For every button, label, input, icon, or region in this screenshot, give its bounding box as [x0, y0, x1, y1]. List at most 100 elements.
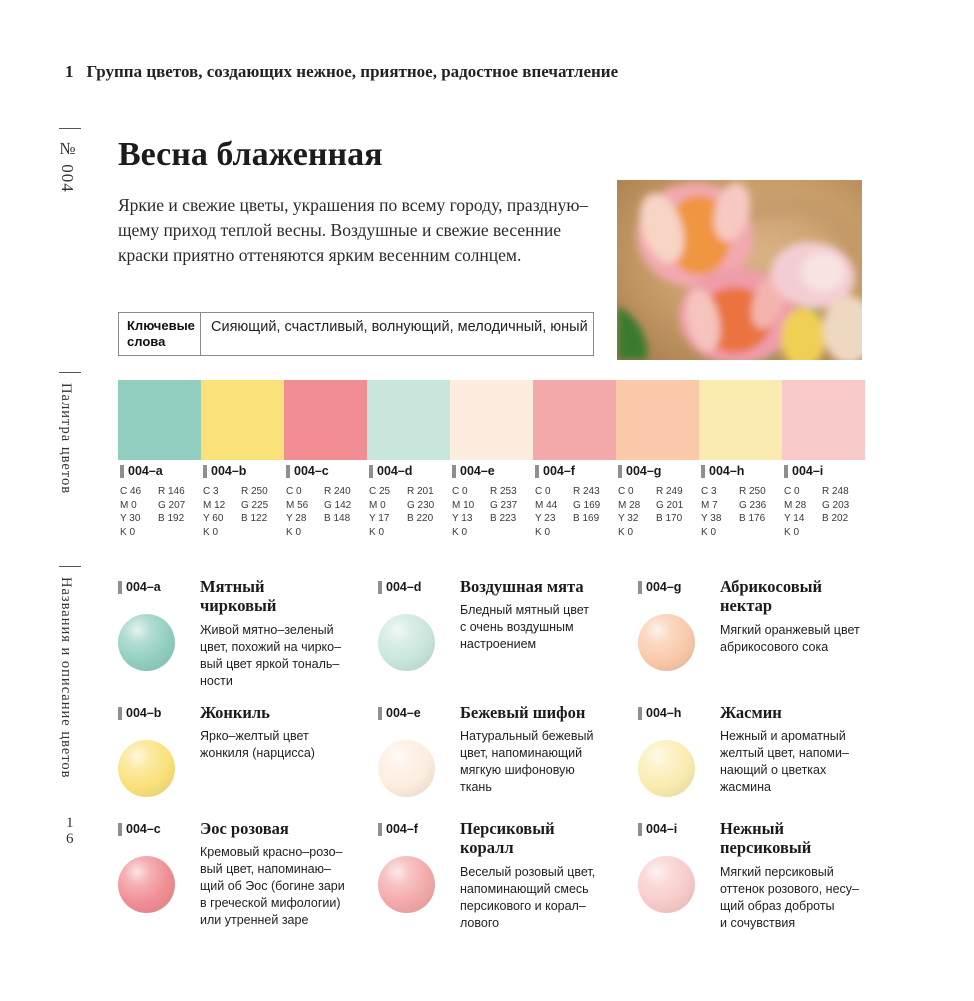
- swatch-spec: 004–e C 0 M 10 Y 13 K 0 R 253 G 237 B 223: [452, 464, 533, 539]
- cmyk-k: K 0: [286, 526, 302, 538]
- cmyk-y: Y 32: [618, 513, 639, 524]
- keywords-box: Ключевые слова Сияющий, счастливый, волн…: [118, 312, 594, 356]
- color-entry: 004–i Нежный персиковый Мягкий персиковы…: [638, 819, 882, 930]
- color-sphere: [638, 740, 695, 797]
- sidebar-names: Названия и описание цветов: [57, 566, 81, 779]
- label-bar-icon: [286, 464, 290, 478]
- entry-id: 004–a: [126, 580, 161, 594]
- cmyk-c: C 25: [369, 486, 391, 497]
- swatch-spec: 004–h C 3 M 7 Y 38 K 0 R 250 G 236 B 176: [701, 464, 782, 539]
- cmyk-k: K 0: [618, 526, 634, 538]
- cmyk-m: M 10: [452, 499, 475, 511]
- swatch-id: 004–d: [377, 464, 413, 478]
- color-description: Нежный и ароматный желтый цвет, напоми– …: [720, 729, 849, 795]
- label-bar-icon: [784, 464, 788, 478]
- color-descriptions: 004–a Мятный чирковый Живой мятно–зелены…: [118, 577, 865, 960]
- color-swatch: [699, 380, 782, 460]
- rgb-g: G 203: [822, 499, 850, 511]
- color-swatch: [533, 380, 616, 460]
- color-entry: 004–c Эос розовая Кремовый красно–розо– …: [118, 819, 362, 927]
- rgb-g: G 237: [490, 499, 518, 511]
- rgb-b: B 202: [822, 513, 849, 524]
- rgb-r: R 250: [241, 486, 268, 497]
- color-name: Нежный персиковый: [720, 819, 812, 858]
- label-bar-icon: [618, 464, 622, 478]
- color-swatch: [782, 380, 865, 460]
- palette-intro: Яркие и свежие цветы, украшения по всему…: [118, 195, 589, 265]
- color-description: Ярко–желтый цвет жонкиля (нарцисса): [200, 729, 315, 761]
- entry-id: 004–h: [646, 706, 682, 720]
- label-bar-icon: [701, 464, 705, 478]
- color-name: Мятный чирковый: [200, 577, 277, 616]
- cmyk-c: C 46: [120, 486, 142, 497]
- cmyk-y: Y 13: [452, 513, 473, 524]
- page-number: 16: [66, 815, 74, 847]
- swatch-spec: 004–i C 0 M 28 Y 14 K 0 R 248 G 203 B 202: [784, 464, 865, 539]
- cmyk-c: C 0: [535, 486, 551, 497]
- color-sphere: [638, 856, 695, 913]
- cmyk-c: C 0: [784, 486, 800, 497]
- entry-id: 004–e: [386, 706, 421, 720]
- rgb-b: B 169: [573, 513, 600, 524]
- color-name: Персиковый коралл: [460, 819, 555, 858]
- cmyk-c: C 0: [618, 486, 634, 497]
- color-description: Мягкий оранжевый цвет абрикосового сока: [720, 622, 860, 654]
- label-bar-icon: [378, 706, 382, 720]
- rgb-r: R 250: [739, 486, 766, 497]
- entry-id: 004–f: [386, 822, 418, 836]
- swatch-spec: 004–a C 46 M 0 Y 30 K 0 R 146 G 207 B 192: [120, 464, 201, 539]
- color-entry: 004–g Абрикосовый нектар Мягкий оранжевы…: [638, 577, 882, 671]
- cmyk-m: M 44: [535, 499, 558, 511]
- entry-id: 004–g: [646, 580, 682, 594]
- swatch-spec: 004–g C 0 M 28 Y 32 K 0 R 249 G 201 B 170: [618, 464, 699, 539]
- color-description: Кремовый красно–розо– вый цвет, напомина…: [200, 845, 345, 928]
- palette-title: Весна блаженная: [118, 136, 383, 173]
- swatch-spec: 004–c C 0 M 56 Y 28 K 0 R 240 G 142 B 148: [286, 464, 367, 539]
- color-swatch: [284, 380, 367, 460]
- swatch-spec: 004–f C 0 M 44 Y 23 K 0 R 243 G 169 B 169: [535, 464, 616, 539]
- margin-tick: [59, 128, 81, 129]
- keywords-label: Ключевые слова: [119, 313, 201, 355]
- swatch-id: 004–g: [626, 464, 662, 478]
- cmyk-k: K 0: [203, 526, 219, 538]
- label-bar-icon: [203, 464, 207, 478]
- margin-tick: [59, 372, 81, 373]
- rgb-r: R 253: [490, 486, 517, 497]
- cmyk-m: M 0: [120, 499, 137, 511]
- chapter-header: 1 Группа цветов, создающих нежное, приятн…: [65, 62, 618, 82]
- label-bar-icon: [118, 706, 122, 720]
- color-sphere: [378, 740, 435, 797]
- color-name: Эос розовая: [200, 819, 289, 838]
- cmyk-m: M 28: [784, 499, 807, 511]
- swatch-specs: 004–a C 46 M 0 Y 30 K 0 R 146 G 207 B 192 004…: [118, 464, 865, 554]
- cmyk-m: M 0: [369, 499, 386, 511]
- cmyk-y: Y 60: [203, 513, 224, 524]
- rgb-g: G 207: [158, 499, 186, 511]
- rgb-b: B 223: [490, 513, 517, 524]
- color-sphere: [118, 740, 175, 797]
- entry-id: 004–i: [646, 822, 678, 836]
- cmyk-c: C 3: [203, 486, 219, 497]
- color-sphere: [118, 856, 175, 913]
- label-bar-icon: [638, 580, 642, 594]
- label-bar-icon: [118, 822, 122, 836]
- sidebar-palette-label: Палитра цветов: [58, 383, 74, 495]
- color-name: Абрикосовый нектар: [720, 577, 823, 616]
- rgb-b: B 220: [407, 513, 434, 524]
- cmyk-c: C 0: [452, 486, 468, 497]
- cmyk-y: Y 38: [701, 513, 722, 524]
- color-swatch: [367, 380, 450, 460]
- color-entry: 004–f Персиковый коралл Веселый розовый …: [378, 819, 622, 930]
- color-sphere: [118, 614, 175, 671]
- rgb-g: G 142: [324, 499, 352, 511]
- cmyk-y: Y 23: [535, 513, 556, 524]
- cmyk-m: M 12: [203, 499, 226, 511]
- rgb-b: B 176: [739, 513, 766, 524]
- color-swatch: [450, 380, 533, 460]
- swatch-spec: 004–b C 3 M 12 Y 60 K 0 R 250 G 225 B 122: [203, 464, 284, 539]
- swatch-id: 004–e: [460, 464, 495, 478]
- swatch-id: 004–b: [211, 464, 247, 478]
- entry-id: 004–b: [126, 706, 162, 720]
- color-entry: 004–e Бежевый шифон Натуральный бежевый …: [378, 703, 622, 797]
- color-sphere: [378, 856, 435, 913]
